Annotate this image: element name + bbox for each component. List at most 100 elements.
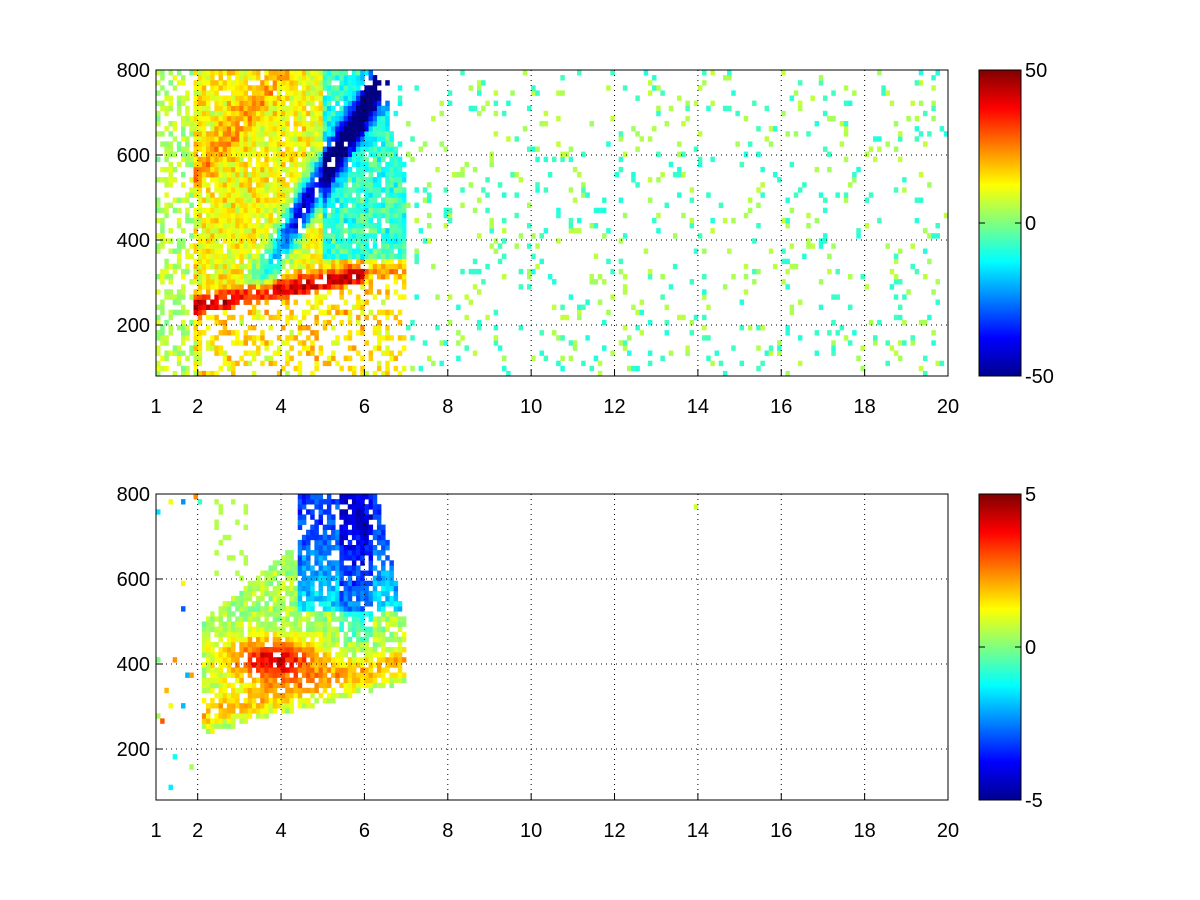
heatmap-cell	[368, 524, 374, 530]
heatmap-cell	[639, 299, 645, 305]
heatmap-cell	[276, 703, 282, 709]
heatmap-cell	[322, 131, 328, 137]
heatmap-cell	[260, 667, 265, 673]
heatmap-cell	[385, 110, 390, 117]
heatmap-cell	[339, 248, 344, 254]
heatmap-cell	[256, 611, 261, 617]
heatmap-cell	[356, 494, 361, 500]
heatmap-cell	[226, 601, 232, 607]
heatmap-cell	[364, 626, 369, 632]
heatmap-cell	[368, 350, 374, 356]
heatmap-cell	[351, 115, 357, 122]
heatmap-cell	[501, 110, 507, 117]
heatmap-cell	[351, 365, 357, 372]
heatmap-cell	[218, 156, 223, 163]
heatmap-cell	[197, 360, 203, 367]
heatmap-cell	[281, 263, 286, 270]
heatmap-cell	[447, 319, 453, 326]
heatmap-cell	[306, 631, 311, 638]
heatmap-cell	[501, 217, 507, 224]
heatmap-cell	[385, 545, 390, 551]
heatmap-cell	[306, 177, 311, 183]
heatmap-cell	[214, 626, 219, 632]
heatmap-cell	[847, 100, 853, 106]
heatmap-cell	[318, 534, 324, 541]
heatmap-cell	[310, 70, 315, 76]
heatmap-cell	[293, 667, 299, 673]
heatmap-cell	[243, 713, 249, 719]
heatmap-cell	[877, 319, 882, 326]
heatmap-cell	[343, 95, 349, 101]
heatmap-cell	[793, 90, 799, 96]
heatmap-cell	[610, 70, 615, 76]
heatmap-cell	[293, 131, 299, 137]
heatmap-cell	[368, 687, 374, 694]
heatmap-cell	[368, 657, 374, 663]
heatmap-cell	[226, 304, 232, 310]
heatmap-cell	[426, 197, 432, 203]
heatmap-cell	[210, 121, 215, 127]
heatmap-cell	[360, 662, 365, 668]
heatmap-cell	[356, 146, 361, 152]
heatmap-cell	[918, 365, 924, 372]
heatmap-cell	[818, 279, 824, 285]
heatmap-cell	[189, 187, 194, 193]
heatmap-cell	[372, 534, 378, 541]
heatmap-cell	[235, 172, 240, 178]
heatmap-cell	[206, 182, 211, 188]
heatmap-cell	[276, 672, 282, 678]
heatmap-cell	[318, 197, 324, 203]
heatmap-cell	[389, 146, 394, 152]
heatmap-cell	[410, 319, 415, 326]
heatmap-cell	[289, 90, 294, 96]
heatmap-cell	[164, 141, 169, 147]
heatmap-cell	[556, 141, 561, 147]
heatmap-cell	[372, 565, 378, 571]
heatmap-cell	[306, 284, 311, 290]
heatmap-cell	[360, 268, 365, 275]
heatmap-cell	[235, 187, 240, 193]
heatmap-cell	[231, 238, 236, 244]
heatmap-cell	[326, 550, 332, 556]
heatmap-cell	[285, 131, 290, 137]
heatmap-cell	[351, 131, 357, 137]
heatmap-cell	[289, 95, 294, 101]
heatmap-cell	[347, 197, 353, 203]
heatmap-cell	[231, 146, 236, 152]
heatmap-cell	[235, 90, 240, 96]
heatmap-cell	[326, 534, 332, 541]
heatmap-cell	[785, 330, 790, 336]
heatmap-cell	[231, 636, 236, 643]
heatmap-cell	[351, 279, 357, 285]
heatmap-cell	[256, 233, 261, 239]
heatmap-cell	[360, 539, 365, 546]
heatmap-cell	[326, 519, 332, 525]
heatmap-cell	[389, 253, 394, 259]
heatmap-cell	[189, 131, 194, 137]
heatmap-cell	[581, 151, 586, 157]
heatmap-cell	[881, 85, 886, 91]
heatmap-cell	[222, 192, 228, 198]
heatmap-cell	[326, 355, 332, 361]
heatmap-cell	[376, 631, 382, 638]
heatmap-cell	[364, 601, 369, 607]
heatmap-cell	[397, 662, 403, 668]
heatmap-cell	[747, 197, 753, 203]
heatmap-cell	[322, 647, 328, 653]
heatmap-cell	[331, 146, 336, 152]
heatmap-cell	[164, 177, 169, 183]
heatmap-cell	[214, 70, 219, 76]
heatmap-cell	[276, 626, 282, 632]
heatmap-cell	[251, 151, 257, 157]
heatmap-cell	[347, 172, 353, 178]
heatmap-cell	[264, 141, 269, 147]
heatmap-cell	[206, 187, 211, 193]
heatmap-cell	[251, 284, 257, 290]
heatmap-cell	[385, 100, 390, 106]
heatmap-cell	[356, 596, 361, 602]
heatmap-cell	[301, 641, 307, 648]
heatmap-cell	[243, 299, 249, 305]
heatmap-cell	[314, 360, 319, 367]
heatmap-cell	[235, 126, 240, 132]
